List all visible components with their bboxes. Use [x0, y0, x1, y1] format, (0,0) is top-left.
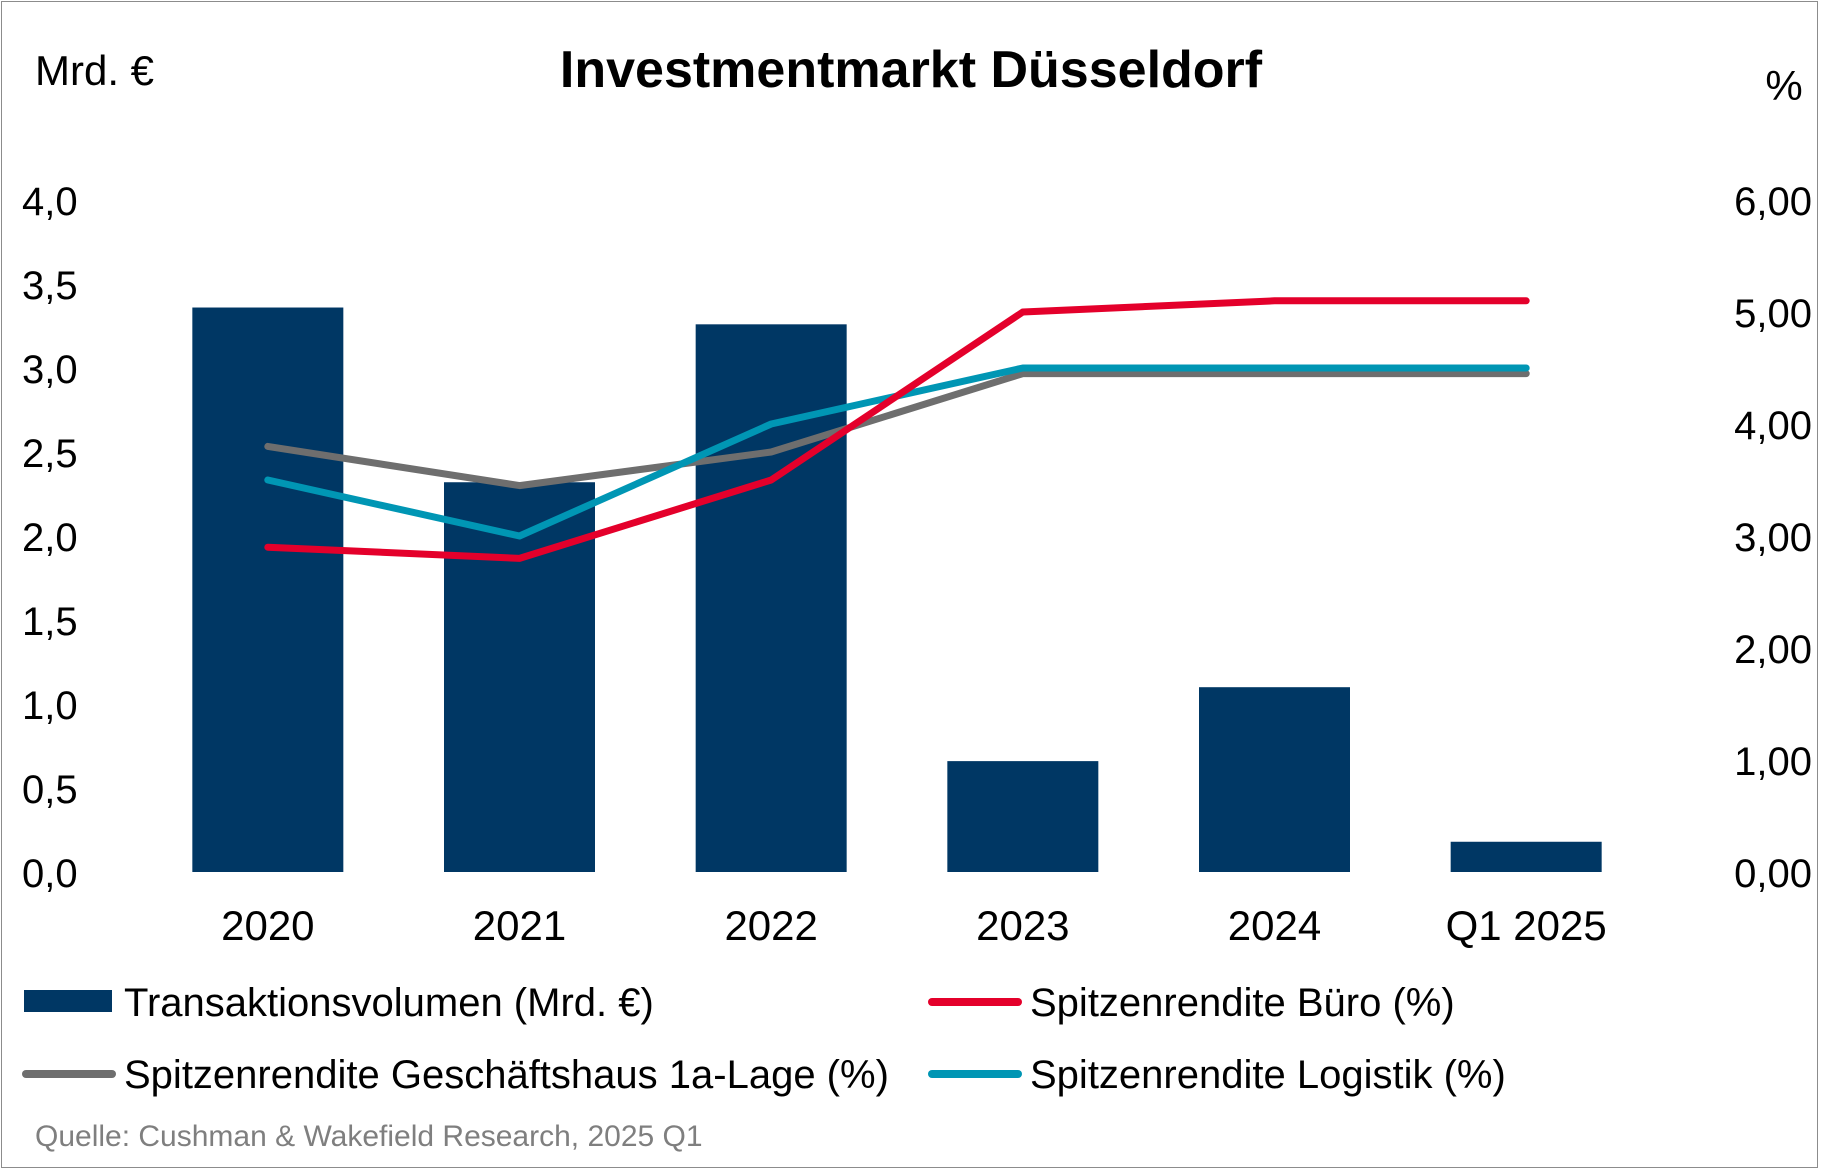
left-axis-unit: Mrd. €: [35, 47, 154, 94]
source-note: Quelle: Cushman & Wakefield Research, 20…: [35, 1120, 703, 1153]
legend-label: Spitzenrendite Büro (%): [1030, 981, 1455, 1025]
legend: Transaktionsvolumen (Mrd. €) Spitzenrendi…: [22, 981, 1506, 1097]
legend-label: Transaktionsvolumen (Mrd. €): [124, 981, 654, 1025]
x-axis-labels: 2020 2021 2022 2023 2024 Q1 2025: [221, 902, 1607, 949]
x-tick-label: 2022: [724, 902, 817, 949]
chart-title: Investmentmarkt Düsseldorf: [560, 41, 1263, 99]
bar-series: [192, 307, 1602, 872]
x-tick-label: 2021: [473, 902, 566, 949]
right-axis-unit: %: [1765, 62, 1802, 109]
legend-item: Transaktionsvolumen (Mrd. €): [24, 981, 654, 1025]
legend-item: Spitzenrendite Büro (%): [928, 981, 1455, 1025]
right-axis-ticks: 0,00 1,00 2,00 3,00 4,00 5,00 6,00: [1734, 180, 1812, 896]
bar-q1-2025: [1450, 841, 1602, 872]
right-tick-label: 1,00: [1734, 740, 1812, 784]
bar-2020: [192, 307, 344, 872]
right-tick-label: 0,00: [1734, 852, 1812, 896]
left-tick-label: 3,0: [22, 348, 78, 392]
legend-swatch: [24, 990, 112, 1012]
left-axis-ticks: 0,0 0,5 1,0 1,5 2,0 2,5 3,0 3,5 4,0: [22, 180, 78, 896]
line-spitzenrendite-büro: [264, 297, 1530, 562]
right-tick-label: 2,00: [1734, 628, 1812, 672]
line-spitzenrendite-geschäftshaus-1a-lage: [264, 370, 1530, 490]
bar-2023: [947, 761, 1099, 872]
legend-item: Spitzenrendite Geschäftshaus 1a-Lage (%): [22, 1053, 889, 1097]
left-tick-label: 2,0: [22, 516, 78, 560]
left-tick-label: 4,0: [22, 180, 78, 224]
left-tick-label: 0,0: [22, 852, 78, 896]
legend-item: Spitzenrendite Logistik (%): [928, 1053, 1506, 1097]
line-series: [264, 297, 1530, 562]
legend-label: Spitzenrendite Logistik (%): [1030, 1053, 1506, 1097]
bar-2024: [1199, 687, 1350, 872]
right-tick-label: 3,00: [1734, 516, 1812, 560]
bar-2021: [444, 482, 595, 872]
x-tick-label: 2020: [221, 902, 314, 949]
left-tick-label: 0,5: [22, 768, 78, 812]
right-tick-label: 6,00: [1734, 180, 1812, 224]
left-tick-label: 3,5: [22, 264, 78, 308]
left-tick-label: 1,0: [22, 684, 78, 728]
left-tick-label: 1,5: [22, 600, 78, 644]
x-tick-label: 2023: [976, 902, 1069, 949]
left-tick-label: 2,5: [22, 432, 78, 476]
legend-label: Spitzenrendite Geschäftshaus 1a-Lage (%): [124, 1053, 889, 1097]
bar-2022: [695, 324, 847, 872]
right-tick-label: 4,00: [1734, 404, 1812, 448]
x-tick-label: Q1 2025: [1446, 902, 1607, 949]
right-tick-label: 5,00: [1734, 292, 1812, 336]
x-tick-label: 2024: [1228, 902, 1321, 949]
